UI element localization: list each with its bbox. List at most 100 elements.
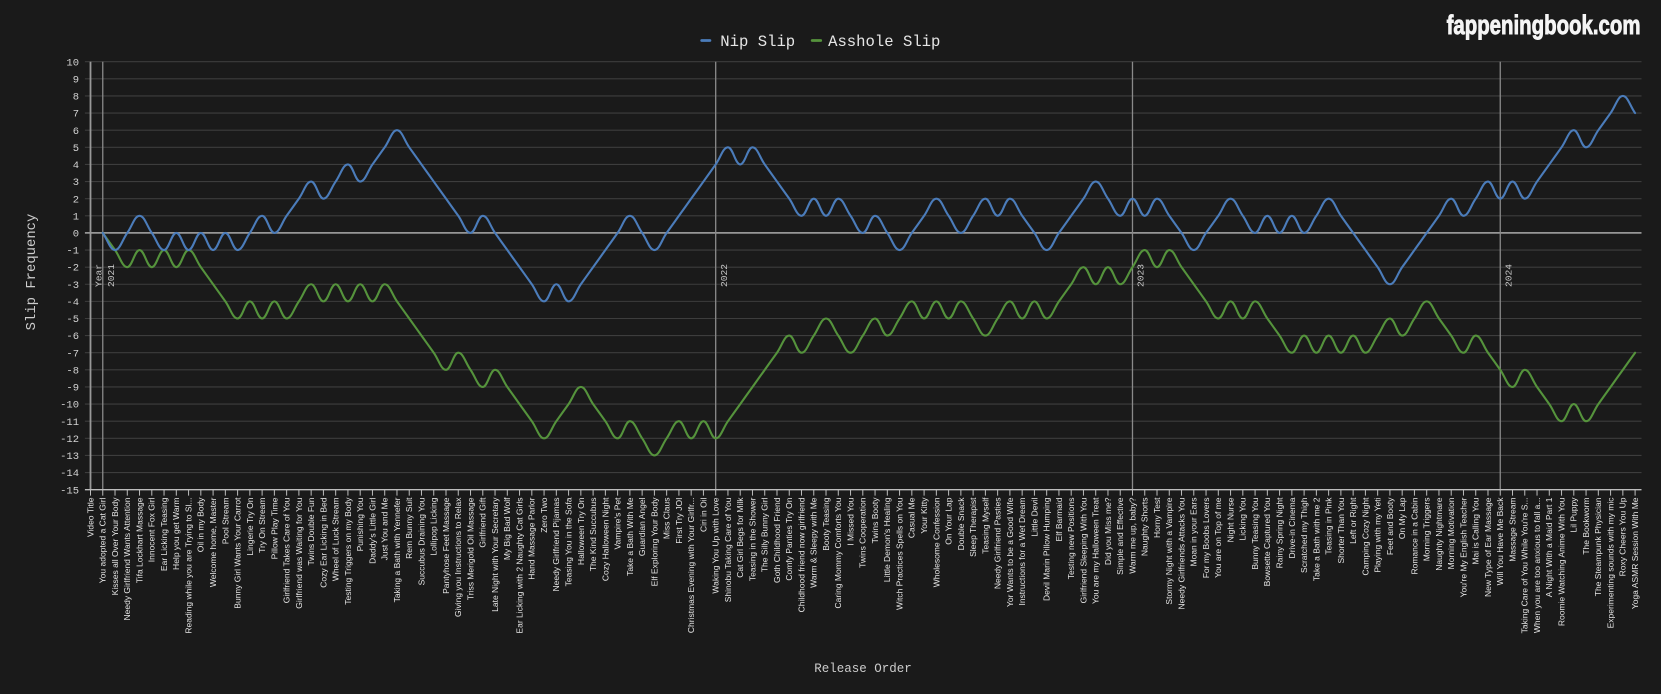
svg-text:Ciri in Oil: Ciri in Oil <box>698 497 708 532</box>
svg-text:Yor Wants to be a Good Wife: Yor Wants to be a Good Wife <box>1005 497 1015 607</box>
svg-text:You are on Top of me: You are on Top of me <box>1213 497 1223 578</box>
svg-text:Teasing in the Shower: Teasing in the Shower <box>747 497 757 581</box>
svg-text:Teasing in Pink: Teasing in Pink <box>1324 497 1334 555</box>
svg-text:Slip Frequency: Slip Frequency <box>24 214 40 331</box>
svg-text:Rainy Spring Night: Rainy Spring Night <box>1274 497 1284 569</box>
svg-text:Caring Mommy Comforts You: Caring Mommy Comforts You <box>833 497 843 608</box>
svg-text:Lingerie Try On: Lingerie Try On <box>245 497 255 555</box>
svg-text:Girlfriend Takes Care of You: Girlfriend Takes Care of You <box>282 497 292 603</box>
svg-text:Double Snack: Double Snack <box>956 497 966 551</box>
svg-text:Scratched my Thigh: Scratched my Thigh <box>1299 497 1309 573</box>
svg-text:Vampire's Pet: Vampire's Pet <box>613 497 623 550</box>
svg-text:Video Title: Video Title <box>85 497 95 537</box>
svg-text:Horny Test: Horny Test <box>1152 497 1162 538</box>
svg-text:-14: -14 <box>60 468 79 480</box>
svg-text:Waking You Up with Love: Waking You Up with Love <box>711 497 721 593</box>
svg-text:-4: -4 <box>66 297 79 309</box>
svg-text:A Night With a Maid Part 1: A Night With a Maid Part 1 <box>1544 497 1554 597</box>
svg-text:9: 9 <box>73 74 79 86</box>
svg-text:Try On Stream: Try On Stream <box>257 498 267 553</box>
svg-text:Christmas Evening with Your Gi: Christmas Evening with Your Girlfr... <box>686 498 696 634</box>
svg-text:Cat Girl Begs for Milk: Cat Girl Begs for Milk <box>735 497 745 578</box>
svg-text:10: 10 <box>66 57 79 69</box>
svg-text:Asshole Slip: Asshole Slip <box>828 33 940 51</box>
svg-text:Yoga ASMR Session With Me: Yoga ASMR Session With Me <box>1630 497 1640 609</box>
svg-text:2024: 2024 <box>1503 264 1514 287</box>
svg-text:Roxy Cheers You Up: Roxy Cheers You Up <box>1618 497 1628 576</box>
svg-text:Licking You: Licking You <box>1238 497 1248 540</box>
svg-text:Shorter Than You: Shorter Than You <box>1336 497 1346 563</box>
svg-text:Sleep Therapist: Sleep Therapist <box>968 497 978 557</box>
svg-text:Bowsette Captured You: Bowsette Captured You <box>1262 497 1272 586</box>
svg-text:When you are too anxious to fa: When you are too anxious to fall a... <box>1532 498 1542 634</box>
svg-text:I Missed You: I Missed You <box>845 497 855 545</box>
svg-text:0: 0 <box>73 229 79 241</box>
svg-text:Innocent Fox Girl: Innocent Fox Girl <box>147 497 157 562</box>
svg-text:Experimenting sounds with my m: Experimenting sounds with my mic <box>1605 497 1615 629</box>
svg-text:Naughty Shorts: Naughty Shorts <box>1140 498 1150 557</box>
svg-text:Casual Me: Casual Me <box>907 497 917 538</box>
svg-text:Testing new Positions: Testing new Positions <box>1066 498 1076 580</box>
svg-text:Pillow Play Time: Pillow Play Time <box>269 497 279 559</box>
svg-text:Rem Bunny Suit: Rem Bunny Suit <box>404 497 414 559</box>
svg-text:Witch Practices Spells on You: Witch Practices Spells on You <box>894 497 904 610</box>
svg-text:2: 2 <box>73 194 79 206</box>
svg-text:Elf Exploring Your Body: Elf Exploring Your Body <box>649 497 659 587</box>
svg-text:-5: -5 <box>66 314 79 326</box>
svg-text:Release Order: Release Order <box>814 662 912 676</box>
svg-text:Taking Care of You While You'r: Taking Care of You While You're S... <box>1520 498 1530 634</box>
svg-text:Morning Triggers: Morning Triggers <box>1422 498 1432 562</box>
svg-text:Halloween Try On: Halloween Try On <box>576 497 586 565</box>
svg-text:2023: 2023 <box>1136 264 1147 287</box>
svg-text:8: 8 <box>73 92 79 104</box>
svg-text:Devil Marin Pillow Humping: Devil Marin Pillow Humping <box>1042 497 1052 601</box>
svg-text:Little Demon's Healing: Little Demon's Healing <box>882 497 892 582</box>
svg-text:Punishing You: Punishing You <box>355 497 365 551</box>
svg-text:Simple and Effective: Simple and Effective <box>1115 497 1125 575</box>
svg-text:Teasing You in the Sofa: Teasing You in the Sofa <box>563 497 573 586</box>
svg-text:Just You and Me: Just You and Me <box>380 497 390 560</box>
svg-text:Needy Girlfriend Pijamas: Needy Girlfriend Pijamas <box>551 498 561 592</box>
svg-text:Testing Triggers on my Body: Testing Triggers on my Body <box>343 497 353 605</box>
svg-text:-1: -1 <box>66 246 79 258</box>
svg-text:Warm & Sleepy with Me: Warm & Sleepy with Me <box>809 497 819 588</box>
svg-text:Twins Double Fun: Twins Double Fun <box>306 497 316 565</box>
svg-text:Oil in my Body: Oil in my Body <box>196 497 206 553</box>
svg-text:-15: -15 <box>60 485 79 497</box>
svg-text:5: 5 <box>73 143 79 155</box>
svg-text:Kisses all Over Your Body: Kisses all Over Your Body <box>110 497 120 596</box>
svg-text:Hand Massage Parlor: Hand Massage Parlor <box>527 497 537 579</box>
svg-text:Childhood friend now girlfrien: Childhood friend now girlfriend <box>796 497 806 612</box>
svg-text:Needy Girlfriends Attacks You: Needy Girlfriends Attacks You <box>1176 497 1186 609</box>
svg-text:The Steampunk Physician: The Steampunk Physician <box>1593 497 1603 596</box>
svg-text:First Try JOI: First Try JOI <box>674 498 684 544</box>
svg-text:Left or Right: Left or Right <box>1348 497 1358 544</box>
svg-text:Comfy Panties Try On: Comfy Panties Try On <box>784 497 794 580</box>
svg-text:Naughty Nightmare: Naughty Nightmare <box>1434 497 1444 571</box>
svg-text:2021: 2021 <box>106 264 117 287</box>
svg-text:Nip Slip: Nip Slip <box>720 33 795 51</box>
svg-text:Lollipop Licking: Lollipop Licking <box>429 497 439 555</box>
svg-text:3: 3 <box>73 177 79 189</box>
svg-text:Warm me up, baby?: Warm me up, baby? <box>1127 497 1137 573</box>
svg-text:Morning Motivation: Morning Motivation <box>1446 497 1456 569</box>
svg-text:Bunny Girl Wants Your Carrot: Bunny Girl Wants Your Carrot <box>233 497 243 609</box>
svg-text:Twins Cooperation: Twins Cooperation <box>858 497 868 568</box>
svg-text:6: 6 <box>73 126 79 138</box>
svg-text:Miss Claus: Miss Claus <box>662 498 672 540</box>
svg-text:-7: -7 <box>66 348 79 360</box>
svg-text:Will You Have Me Back: Will You Have Me Back <box>1495 497 1505 586</box>
svg-text:New Type of Ear Massage: New Type of Ear Massage <box>1483 497 1493 597</box>
svg-text:Girlfriend was Waiting for You: Girlfriend was Waiting for You <box>294 497 304 608</box>
svg-text:Take a Bath With Me: Take a Bath With Me <box>625 497 635 576</box>
svg-text:Take a Bath with me 2: Take a Bath with me 2 <box>1311 497 1321 581</box>
svg-text:Feet and Booty: Feet and Booty <box>1385 497 1395 555</box>
svg-text:7: 7 <box>73 109 79 121</box>
svg-text:Your Kitty: Your Kitty <box>919 497 929 534</box>
svg-text:Elf Barmaid: Elf Barmaid <box>1054 497 1064 541</box>
svg-text:-9: -9 <box>66 383 79 395</box>
svg-text:Year: Year <box>94 264 105 287</box>
svg-text:On My Lap: On My Lap <box>1397 497 1407 539</box>
svg-text:Guardian Angel: Guardian Angel <box>637 497 647 556</box>
svg-text:1: 1 <box>73 211 79 223</box>
